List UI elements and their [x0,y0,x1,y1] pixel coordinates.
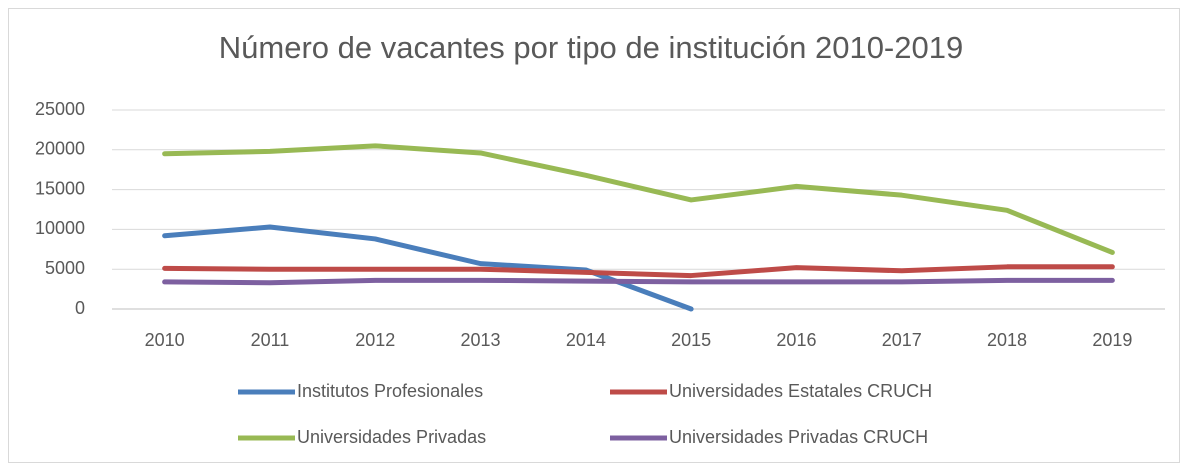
legend-label: Institutos Profesionales [297,381,483,401]
y-tick-label: 15000 [35,178,85,198]
series-line [162,264,1115,279]
x-tick-label: 2013 [461,330,501,350]
x-tick-label: 2011 [251,330,290,350]
series-line [162,143,1115,255]
x-tick-label: 2014 [566,330,606,350]
legend-label: Universidades Privadas CRUCH [669,427,928,447]
y-tick-label: 0 [75,298,85,318]
chart-border [8,8,1180,463]
x-tick-label: 2016 [776,330,816,350]
y-tick-label: 25000 [35,99,85,119]
y-tick-label: 20000 [35,139,85,159]
chart-title: Número de vacantes por tipo de instituci… [219,30,963,65]
series-line [162,224,694,312]
legend-label: Universidades Estatales CRUCH [669,381,932,401]
x-tick-label: 2012 [355,330,395,350]
series-line [162,277,1115,286]
x-tick-label: 2017 [882,330,922,350]
legend-label: Universidades Privadas [297,427,486,447]
x-tick-label: 2018 [987,330,1027,350]
x-tick-label: 2010 [145,330,185,350]
y-tick-label: 10000 [35,218,85,238]
x-tick-label: 2019 [1092,330,1132,350]
x-tick-label: 2015 [671,330,711,350]
y-tick-label: 5000 [45,258,85,278]
